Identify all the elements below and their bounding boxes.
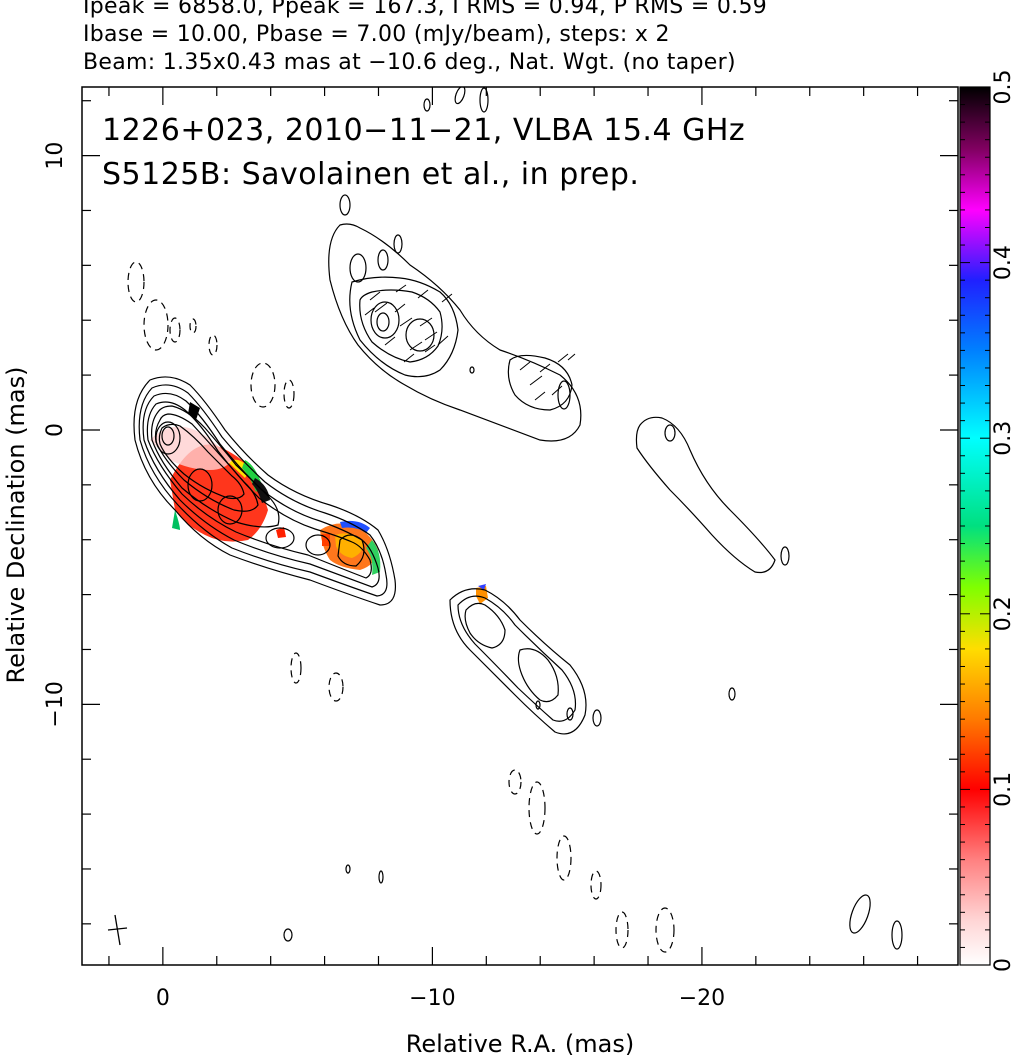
contour-iso-5 (849, 894, 871, 934)
contour-upper-13 (454, 87, 466, 105)
contour-upper-4 (370, 301, 400, 339)
y-tick-label: 0 (43, 423, 68, 437)
colorbar-tick-label: 0.2 (991, 596, 1016, 631)
contour-upper-2 (349, 276, 459, 378)
contour-core-8 (155, 421, 181, 455)
contour-upper-9 (393, 234, 403, 254)
neg-contour-15 (655, 907, 675, 953)
contour-inner-jet-4 (146, 401, 372, 579)
contour-iso-2 (345, 864, 351, 874)
contour-upper-10 (507, 354, 573, 411)
contour-upper-3 (359, 289, 443, 363)
contour-core-7 (158, 423, 245, 500)
pol-region-core-edge (172, 510, 180, 530)
negative-contours (127, 261, 675, 953)
neg-contour-3 (169, 317, 181, 343)
colorbar-tick-label: 0.1 (991, 772, 1016, 807)
contour-inner-jet-outer (133, 376, 397, 606)
neg-contour-6 (250, 362, 276, 408)
x-tick-label: −10 (409, 986, 455, 1011)
neg-contour-11 (528, 781, 546, 835)
neg-contour-9 (328, 672, 344, 702)
header-stats-line: Ipeak = 6858.0, Ppeak = 167.3, I RMS = 0… (83, 0, 768, 19)
pol-region-mid-core (335, 533, 363, 558)
colorbar-tick-label: 0 (991, 958, 1016, 972)
contour-right-small (664, 424, 676, 442)
pol-region-small-2 (322, 534, 330, 546)
neg-contour-10 (508, 769, 522, 795)
colorbar-tick-label: 0.4 (991, 245, 1016, 280)
polarization-fraction-map (150, 402, 488, 604)
credit-annotation: S5125B: Savolainen et al., in prep. (102, 157, 639, 192)
neg-contour-12 (556, 835, 572, 881)
contour-lower-5 (592, 709, 602, 727)
contour-knot-d (305, 534, 331, 556)
contour-upper-8 (377, 249, 389, 271)
contour-inner-jet-3 (142, 392, 380, 588)
y-axis-label: Relative Declination (mas) (2, 366, 30, 683)
contour-core-9 (161, 426, 175, 446)
contour-core-6 (154, 413, 259, 512)
contour-upper-7 (349, 253, 367, 283)
header-base-line: Ibase = 10.00, Pbase = 7.00 (mJy/beam), … (83, 22, 670, 47)
contour-upper-outer (328, 223, 582, 442)
neg-contour-5 (208, 334, 218, 356)
contour-iso-6 (891, 920, 903, 950)
colorbar-tick-label: 0.5 (991, 70, 1016, 105)
x-tick-label: 0 (156, 986, 170, 1011)
colorbar-ticks (960, 86, 990, 966)
axis-ticks (82, 87, 958, 965)
contour-upper-6 (405, 318, 435, 352)
contour-iso-7 (469, 366, 475, 374)
neg-contour-14 (615, 911, 629, 949)
contour-iso-4 (283, 928, 293, 942)
contour-upper-14 (479, 87, 489, 113)
plot-frame (81, 86, 959, 966)
pol-region-knot-rim (478, 584, 486, 590)
contour-knot-e (337, 534, 365, 567)
contour-inner-jet-2 (138, 384, 388, 597)
colorbar-tick-label: 0.3 (991, 421, 1016, 456)
contour-upper-15 (423, 98, 431, 112)
neg-contour-7 (283, 379, 295, 409)
header-beam-line: Beam: 1.35x0.43 mas at −10.6 deg., Nat. … (83, 50, 736, 75)
y-tick-label: 10 (43, 142, 68, 170)
contour-iso-3 (378, 870, 384, 884)
x-tick-label: −20 (679, 986, 725, 1011)
contour-lower-4 (517, 648, 559, 703)
contour-core-5 (151, 405, 280, 528)
x-axis-label: Relative R.A. (mas) (406, 1030, 634, 1058)
contour-upper-12 (339, 194, 351, 216)
beam-indicator (107, 914, 128, 946)
intensity-contours (133, 87, 903, 950)
contour-knot-b (217, 495, 243, 525)
contour-lower-3 (464, 602, 506, 649)
contour-knot-c (265, 527, 295, 549)
source-annotation: 1226+023, 2010−11−21, VLBA 15.4 GHz (102, 113, 745, 148)
evpa-vectors (364, 284, 576, 401)
contour-lower-outer (449, 588, 587, 735)
y-tick-label: −10 (43, 681, 68, 727)
contour-lower-6 (566, 707, 574, 721)
pol-region-small (276, 527, 286, 538)
neg-contour-13 (590, 870, 602, 900)
contour-upper-11 (557, 380, 571, 410)
neg-contour-8 (290, 652, 302, 684)
contour-lower-7 (535, 700, 541, 710)
contour-right-dot (780, 546, 790, 566)
contour-right-outer (635, 416, 776, 574)
neg-contour-1 (127, 261, 145, 303)
contour-iso-1 (728, 687, 736, 701)
contour-upper-5 (376, 312, 390, 332)
neg-contour-2 (143, 299, 169, 351)
pol-region-pale-base (150, 426, 232, 470)
neg-contour-4 (189, 318, 197, 334)
contour-knot-a (187, 468, 213, 502)
contour-lower-2 (457, 595, 577, 722)
